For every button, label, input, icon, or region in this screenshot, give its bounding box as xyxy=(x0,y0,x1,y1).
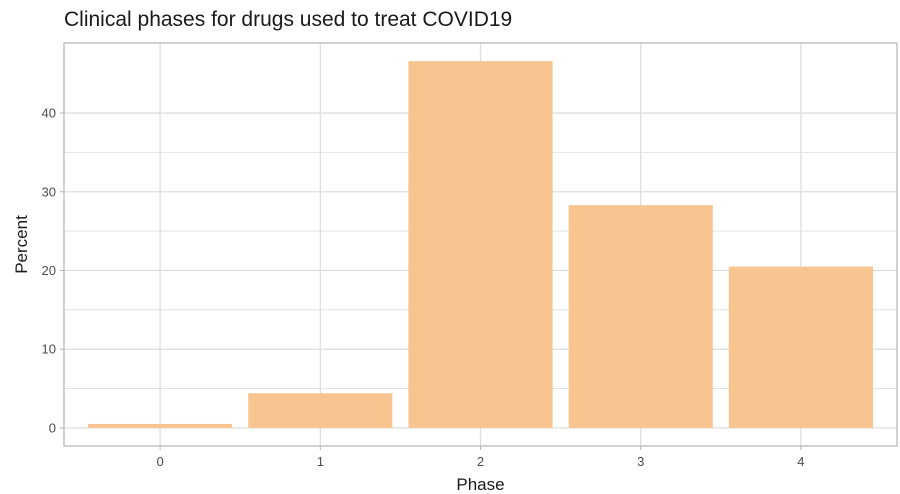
y-tick-labels: 0 10 20 30 40 xyxy=(42,106,56,436)
bar-phase-0 xyxy=(88,424,232,428)
x-tick-label: 0 xyxy=(156,454,163,469)
y-tick-label: 40 xyxy=(42,106,56,121)
bar-phase-4 xyxy=(729,267,873,428)
y-tick-label: 30 xyxy=(42,184,56,199)
x-tick-label: 2 xyxy=(477,454,484,469)
x-axis-label: Phase xyxy=(456,475,504,494)
x-tick-label: 3 xyxy=(637,454,644,469)
x-tick-label: 4 xyxy=(797,454,804,469)
y-axis-label: Percent xyxy=(12,215,31,274)
x-tick-labels: 0 1 2 3 4 xyxy=(156,454,804,469)
bar-phase-2 xyxy=(408,61,552,428)
bar-phase-3 xyxy=(569,205,713,428)
y-tick-label: 10 xyxy=(42,342,56,357)
y-tick-label: 0 xyxy=(49,420,56,435)
y-tick-label: 20 xyxy=(42,263,56,278)
bar-phase-1 xyxy=(248,393,392,428)
bars xyxy=(88,61,873,428)
x-tick-label: 1 xyxy=(317,454,324,469)
